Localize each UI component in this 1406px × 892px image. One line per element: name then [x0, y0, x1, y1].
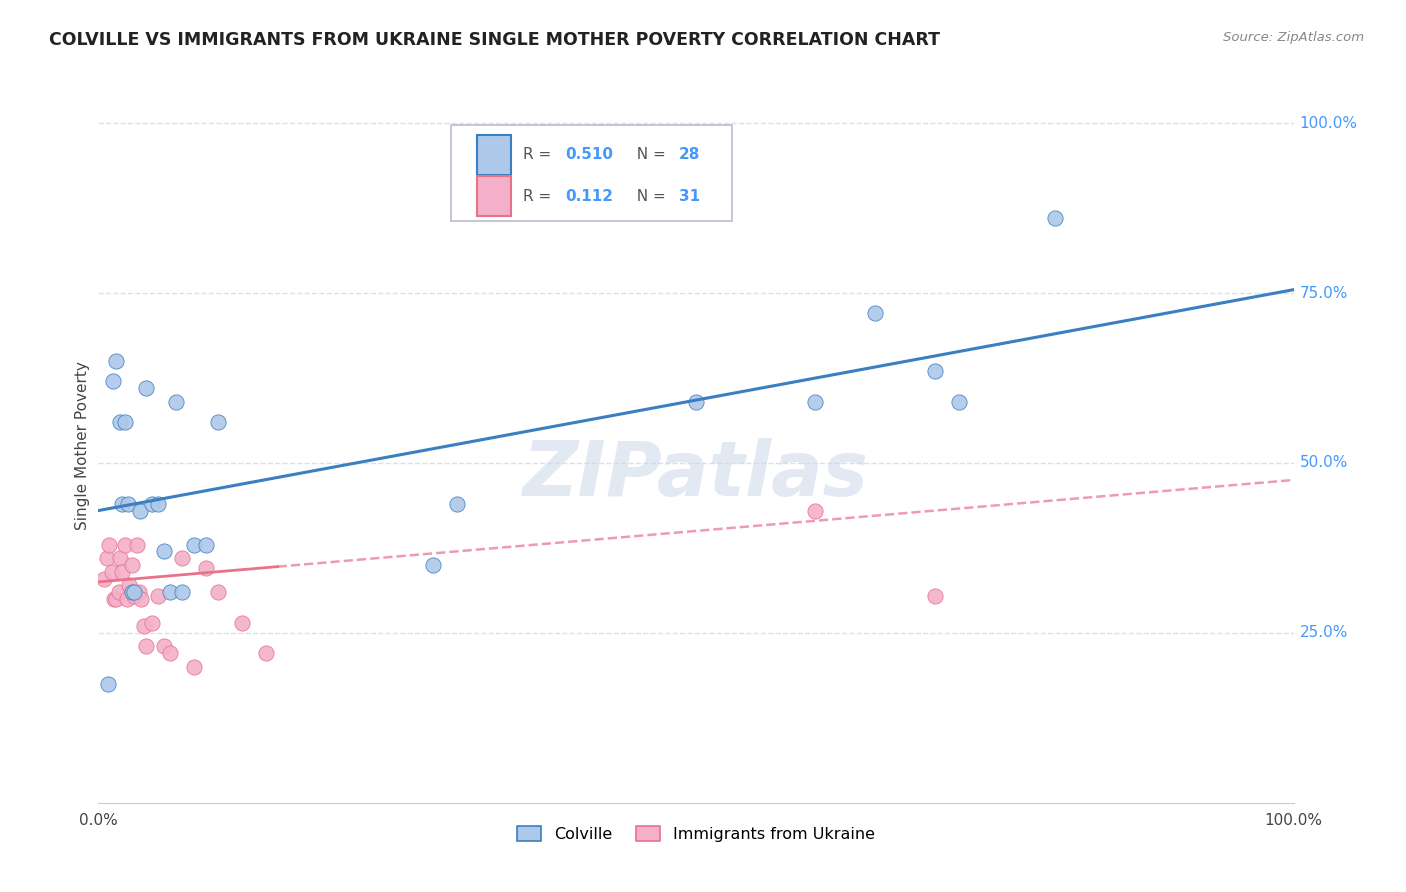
Point [117, 497, 139, 511]
Point [107, 585, 129, 599]
Point [135, 640, 157, 654]
Point [108, 415, 131, 429]
Point [121, 558, 143, 572]
Point [105, 354, 128, 368]
Point [148, 589, 170, 603]
Point [141, 615, 163, 630]
Point [129, 503, 152, 517]
Point [141, 497, 163, 511]
Point [93, 572, 115, 586]
Point [153, 640, 176, 654]
Text: 31: 31 [679, 188, 700, 203]
Point [159, 585, 181, 599]
Text: 0.112: 0.112 [565, 188, 613, 203]
Point [153, 544, 176, 558]
Text: N =: N = [627, 147, 671, 162]
Text: R =: R = [523, 188, 555, 203]
Point [105, 591, 128, 606]
Point [100, 565, 122, 579]
Point [128, 585, 150, 599]
Text: 50.0%: 50.0% [1299, 456, 1348, 470]
Text: 25.0%: 25.0% [1299, 625, 1348, 640]
Point [1043, 211, 1066, 226]
Text: 100.0%: 100.0% [1299, 116, 1358, 131]
Point [121, 585, 143, 599]
Point [195, 561, 218, 575]
Point [103, 591, 125, 606]
FancyBboxPatch shape [477, 136, 510, 175]
Point [254, 646, 277, 660]
Point [124, 585, 146, 599]
Point [231, 615, 253, 630]
Point [804, 394, 827, 409]
Point [135, 381, 157, 395]
Point [865, 306, 887, 320]
Point [446, 497, 468, 511]
Point [111, 565, 134, 579]
Point [108, 551, 131, 566]
Point [115, 591, 138, 606]
Point [114, 537, 136, 551]
Point [118, 578, 141, 592]
Point [132, 619, 155, 633]
Point [165, 394, 187, 409]
Point [924, 589, 946, 603]
Text: COLVILLE VS IMMIGRANTS FROM UKRAINE SINGLE MOTHER POVERTY CORRELATION CHART: COLVILLE VS IMMIGRANTS FROM UKRAINE SING… [49, 31, 941, 49]
Y-axis label: Single Mother Poverty: Single Mother Poverty [75, 361, 90, 531]
Text: 28: 28 [679, 147, 700, 162]
Point [172, 585, 194, 599]
Point [924, 364, 946, 378]
Point [183, 660, 205, 674]
Text: R =: R = [523, 147, 555, 162]
Point [98, 537, 121, 551]
Text: N =: N = [627, 188, 671, 203]
Point [125, 537, 148, 551]
Point [685, 394, 707, 409]
Point [948, 394, 970, 409]
Point [183, 537, 205, 551]
Text: 0.510: 0.510 [565, 147, 613, 162]
Point [422, 558, 444, 572]
FancyBboxPatch shape [477, 177, 510, 216]
Legend: Colville, Immigrants from Ukraine: Colville, Immigrants from Ukraine [510, 820, 882, 848]
Point [124, 589, 146, 603]
Point [195, 537, 218, 551]
Point [131, 591, 153, 606]
Text: Source: ZipAtlas.com: Source: ZipAtlas.com [1223, 31, 1364, 45]
Text: ZIPatlas: ZIPatlas [523, 438, 869, 511]
Point [114, 415, 136, 429]
Point [207, 415, 229, 429]
Text: 75.0%: 75.0% [1299, 285, 1348, 301]
Point [172, 551, 194, 566]
Point [97, 677, 120, 691]
Point [148, 497, 170, 511]
Point [101, 375, 124, 389]
Point [96, 551, 118, 566]
Point [111, 497, 134, 511]
Point [804, 503, 827, 517]
Point [207, 585, 229, 599]
Point [159, 646, 181, 660]
FancyBboxPatch shape [451, 125, 733, 221]
